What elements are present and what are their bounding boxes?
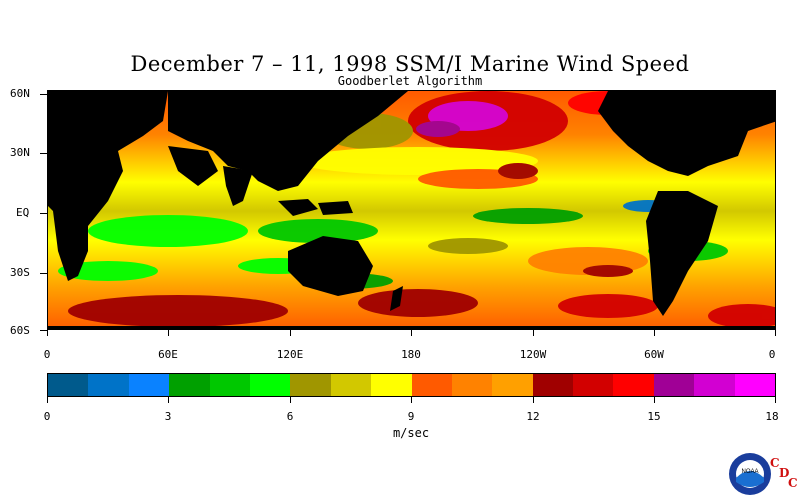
colorbar-swatch-10 [451, 374, 493, 396]
lon-label-0: 0 [43, 348, 51, 361]
colorbar [47, 373, 776, 397]
cb-tick [411, 397, 412, 403]
colorbar-label-18: 18 [765, 410, 779, 423]
colorbar-swatch-1 [88, 374, 129, 396]
lat-tick [40, 213, 47, 214]
colorbar-label-15: 15 [647, 410, 661, 423]
noaa-logo-icon: NOAA [729, 453, 771, 495]
colorbar-swatch-4 [209, 374, 250, 396]
colorbar-swatch-12 [532, 374, 574, 396]
colorbar-swatch-0 [48, 374, 89, 396]
colorbar-label-3: 3 [164, 410, 172, 423]
lat-tick [40, 273, 47, 274]
colorbar-swatch-14 [613, 374, 654, 396]
cdc-letter-c1: C [770, 456, 780, 470]
logo-text: NOAA [741, 469, 758, 475]
colorbar-swatch-3 [169, 374, 210, 396]
lat-label-30n: 30N [10, 146, 30, 159]
lat-label-60n: 60N [10, 87, 30, 100]
cb-tick [47, 397, 48, 403]
cb-tick [775, 397, 776, 403]
lat-tick [40, 330, 47, 331]
colorbar-label-9: 9 [407, 410, 415, 423]
land-masses [48, 91, 775, 329]
colorbar-swatch-6 [290, 374, 331, 396]
lon-tick [654, 330, 655, 336]
lat-tick [40, 94, 47, 95]
lat-label-60s: 60S [10, 324, 30, 337]
lon-label-120w: 120W [519, 348, 547, 361]
colorbar-swatch-9 [411, 374, 452, 396]
lat-label-30s: 30S [10, 266, 30, 279]
chart-title: December 7 – 11, 1998 SSM/I Marine Wind … [130, 52, 690, 76]
cdc-letter-d: D [779, 466, 790, 480]
colorbar-swatch-8 [371, 374, 412, 396]
lon-label-0-east: 0 [768, 348, 776, 361]
wind-speed-map [47, 90, 776, 330]
lon-tick [168, 330, 169, 336]
lon-tick [47, 330, 48, 336]
colorbar-swatch-15 [653, 374, 695, 396]
lon-label-180: 180 [401, 348, 421, 361]
lat-tick [40, 153, 47, 154]
colorbar-swatch-5 [249, 374, 291, 396]
lon-tick [533, 330, 534, 336]
cb-tick [533, 397, 534, 403]
lon-label-60w: 60W [644, 348, 664, 361]
cb-tick [290, 397, 291, 403]
lon-label-60e: 60E [158, 348, 178, 361]
lon-tick [411, 330, 412, 336]
colorbar-swatch-13 [573, 374, 614, 396]
lon-tick [775, 330, 776, 336]
colorbar-label-6: 6 [286, 410, 294, 423]
chart-subtitle: Goodberlet Algorithm [337, 74, 483, 88]
cdc-letter-c2: C [788, 476, 798, 490]
cb-tick [168, 397, 169, 403]
colorbar-swatch-2 [128, 374, 170, 396]
colorbar-units: m/sec [392, 426, 430, 440]
colorbar-swatch-11 [492, 374, 533, 396]
colorbar-label-12: 12 [526, 410, 540, 423]
lon-tick [290, 330, 291, 336]
lat-label-eq: EQ [16, 206, 30, 219]
colorbar-swatch-17 [734, 374, 776, 396]
lon-label-120e: 120E [276, 348, 304, 361]
colorbar-label-0: 0 [43, 410, 51, 423]
cb-tick [654, 397, 655, 403]
colorbar-swatch-16 [694, 374, 735, 396]
colorbar-swatch-7 [330, 374, 372, 396]
